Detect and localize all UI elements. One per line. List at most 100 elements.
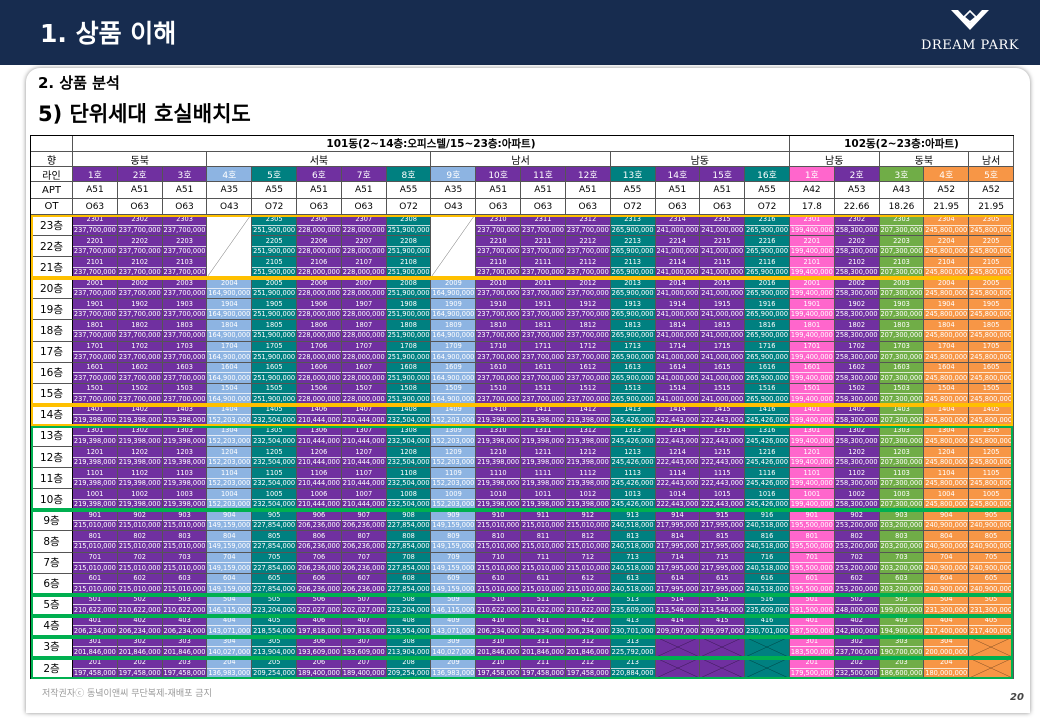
ot-type-6: O63 <box>341 199 387 215</box>
unit-cell-2115: 2115 241,000,000 <box>700 257 746 279</box>
unit-number: 1206 <box>310 447 328 456</box>
unit-number: 2203 <box>893 236 910 245</box>
unit-cell-1910: 1910 237,700,000 <box>476 299 522 321</box>
unit-cell-1908: 1908 251,900,000 <box>386 299 432 321</box>
crown-emblem-icon <box>951 9 989 30</box>
unit-number: 415 <box>715 616 729 625</box>
unit-price: 218,554,000 <box>252 625 297 635</box>
unit-price: 251,900,000 <box>252 224 297 235</box>
unit-cell-1211: 1211 219,398,000 <box>521 447 566 469</box>
unit-cell-1502: 1502 258,300,000 <box>834 383 880 405</box>
unit-cell-1506: 1506 228,000,000 <box>297 383 342 405</box>
unit-price: 164,900,000 <box>207 308 252 319</box>
unit-price: 258,300,000 <box>834 308 879 319</box>
unit-number: 603 <box>178 574 191 583</box>
unit-number: 901 <box>88 510 102 519</box>
unit-number: 504 <box>223 595 236 604</box>
unit-cell-1207: 1207 210,444,000 <box>341 447 387 469</box>
floor-label-12: 12층 <box>31 447 73 469</box>
unit-number: 1404 <box>220 405 238 414</box>
unit-price: 219,398,000 <box>73 477 117 488</box>
unit-cell-1603: 1603 237,700,000 <box>162 362 208 384</box>
unit-price: 245,800,000 <box>969 498 1013 509</box>
line-header-4: 5호 <box>252 167 298 182</box>
unit-number: 416 <box>760 616 774 625</box>
line-header-14: 15호 <box>700 167 746 182</box>
unit-cell-514: 514 213,546,000 <box>655 594 701 616</box>
unit-price: 251,900,000 <box>386 266 431 277</box>
unit-cell-805: 805 240,900,000 <box>969 531 1014 553</box>
unit-cell-1807: 1807 228,000,000 <box>341 320 387 342</box>
unit-price: 152,203,000 <box>207 414 252 424</box>
unit-price: 164,900,000 <box>207 372 252 382</box>
unit-cell-1810: 1810 237,700,000 <box>476 320 522 342</box>
unit-number: 715 <box>715 552 729 561</box>
unit-price: 207,300,000 <box>879 435 924 445</box>
unit-cell-702: 702 253,200,000 <box>834 552 880 574</box>
unit-cell-407: 407 197,818,000 <box>341 615 387 637</box>
unit-price: 207,300,000 <box>879 414 924 424</box>
unit-price: 245,800,000 <box>924 245 969 256</box>
unit-cell-506: 506 202,027,000 <box>297 594 342 616</box>
unit-number: 204 <box>939 658 953 667</box>
unit-cell-1913: 1913 265,900,000 <box>610 299 656 321</box>
unit-price: 210,444,000 <box>341 435 386 445</box>
unit-cell-202: 202 232,500,000 <box>834 657 880 680</box>
unit-number: 1516 <box>758 384 776 393</box>
unit-price: 241,000,000 <box>655 393 700 403</box>
unit-price: 237,700,000 <box>117 330 162 340</box>
unit-price: 206,236,000 <box>341 562 386 572</box>
unit-cell-2203: 2203 237,700,000 <box>162 236 208 258</box>
ot-type-4: O72 <box>252 199 298 215</box>
unit-number: 203 <box>895 658 908 667</box>
unit-cell-1206: 1206 210,444,000 <box>297 447 342 469</box>
unit-number: 312 <box>581 637 595 646</box>
unit-number: 203 <box>178 658 191 667</box>
unit-number: 2001 <box>86 278 104 287</box>
unit-cell-901: 901 195,500,000 <box>789 510 835 532</box>
unit-number: 1910 <box>489 299 507 308</box>
unit-price: 143,071,000 <box>207 625 252 635</box>
unit-number: 709 <box>447 552 460 561</box>
unit-number: 1906 <box>310 299 328 308</box>
unit-price: 228,000,000 <box>297 351 341 361</box>
unit-cell-911: 911 215,010,000 <box>521 510 566 532</box>
apt-type-0: A51 <box>73 182 118 199</box>
unit-number: 707 <box>357 552 371 561</box>
unit-number: 1901 <box>803 299 821 308</box>
unit-price: 217,995,000 <box>655 540 700 551</box>
unit-number: 2114 <box>669 257 686 266</box>
unit-price: 237,700,000 <box>521 351 565 361</box>
unit-cell-1306: 1306 210,444,000 <box>297 425 342 448</box>
unit-cell-1009: 1009 152,203,000 <box>431 489 477 511</box>
unit-cell-1105: 1105 232,504,000 <box>252 468 298 490</box>
unit-number: 201 <box>88 658 102 667</box>
unit-number: 1704 <box>937 342 955 351</box>
unit-cell-813: 813 240,518,000 <box>610 531 656 553</box>
direction-group-2: 남서 <box>431 152 611 167</box>
unit-price: 265,900,000 <box>745 245 789 256</box>
unit-number: 2112 <box>579 257 597 266</box>
unit-price: 201,846,000 <box>476 646 521 656</box>
unit-number: 2106 <box>310 257 328 266</box>
unit-cell-2009: 2009 164,900,000 <box>431 278 477 300</box>
unit-price: 240,900,000 <box>924 583 969 593</box>
unit-cell-1004: 1004 152,203,000 <box>207 489 253 511</box>
unit-cell-1503: 1503 237,700,000 <box>162 383 208 405</box>
unit-price: 219,398,000 <box>565 435 610 445</box>
unit-cell-1113: 1113 245,426,000 <box>610 468 656 490</box>
unit-cell-2102: 2102 237,700,000 <box>117 257 163 279</box>
unit-cell-1005: 1005 245,800,000 <box>969 489 1014 511</box>
unit-price: 206,236,000 <box>297 540 341 551</box>
unit-number: 912 <box>581 510 595 519</box>
unit-number: 1313 <box>624 426 641 435</box>
unit-price: 228,000,000 <box>341 308 386 319</box>
unit-price: 237,700,000 <box>565 330 610 340</box>
unit-cell-1602: 1602 258,300,000 <box>834 362 880 384</box>
ot-type-0: O63 <box>73 199 118 215</box>
unit-number: 401 <box>805 616 819 625</box>
unit-number: 607 <box>357 574 371 583</box>
unit-number: 816 <box>760 531 774 540</box>
unit-cell-1310: 1310 219,398,000 <box>476 425 522 448</box>
unit-number: 1611 <box>534 363 552 372</box>
